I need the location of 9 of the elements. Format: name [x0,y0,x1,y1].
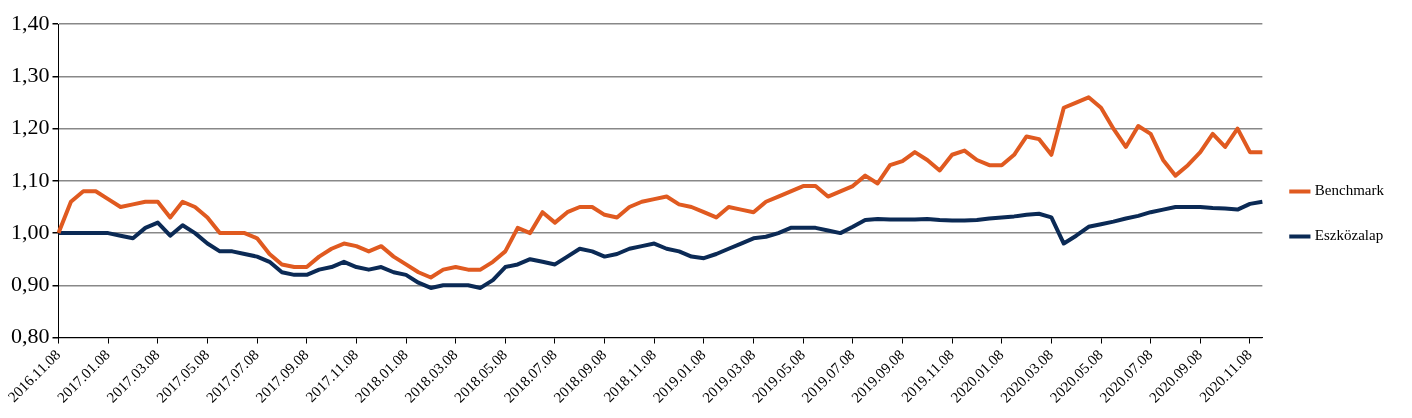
y-tick-label: 0,90 [11,271,50,297]
y-tick-label: 1,10 [11,166,50,192]
y-tick-label: 1,00 [11,218,50,244]
y-tick-label: 0,80 [11,323,50,349]
legend-label: Benchmark [1314,182,1385,199]
legend-label: Eszközalap [1314,227,1384,244]
y-tick-label: 1,20 [11,114,50,140]
y-tick-label: 1,40 [11,9,50,35]
y-tick-label: 1,30 [11,62,50,88]
